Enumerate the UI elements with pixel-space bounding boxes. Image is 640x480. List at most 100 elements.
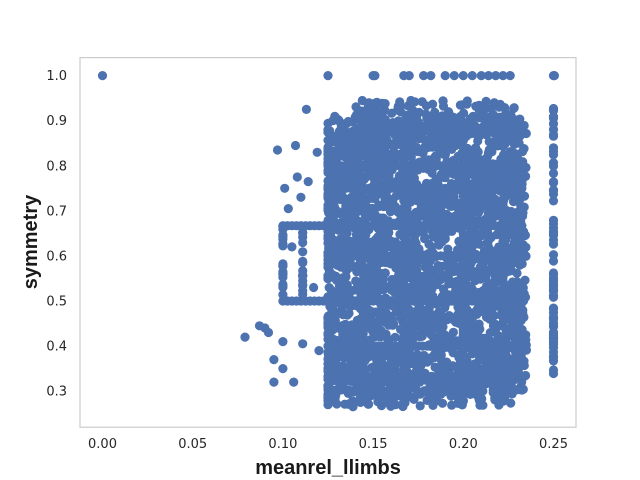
data-point <box>476 306 486 317</box>
data-point <box>323 118 333 128</box>
data-point <box>278 290 288 300</box>
data-point <box>399 135 409 145</box>
data-point <box>388 318 398 328</box>
data-point <box>458 228 468 239</box>
data-point <box>513 355 524 365</box>
data-point <box>415 401 425 411</box>
data-point <box>498 321 508 331</box>
data-point <box>334 129 344 139</box>
data-point <box>298 286 308 296</box>
data-point <box>458 71 468 81</box>
data-point <box>548 347 559 357</box>
data-point <box>458 244 468 254</box>
data-point <box>323 234 333 244</box>
data-point <box>358 114 368 124</box>
data-point <box>409 394 419 404</box>
data-point <box>462 99 472 109</box>
data-point <box>355 133 366 143</box>
data-point <box>343 176 354 186</box>
data-point <box>289 377 299 387</box>
data-point <box>376 392 386 402</box>
data-point <box>323 382 333 392</box>
data-point <box>283 204 293 214</box>
data-point <box>449 127 459 137</box>
data-point <box>399 397 409 407</box>
data-point <box>483 71 494 81</box>
y-tick-label: 0.5 <box>46 295 67 310</box>
data-point <box>371 239 381 250</box>
data-point <box>465 389 475 399</box>
data-point <box>355 363 366 373</box>
data-point <box>548 196 559 206</box>
data-point <box>312 147 322 157</box>
data-point <box>420 234 430 244</box>
data-point <box>323 400 333 410</box>
data-point <box>476 110 486 120</box>
data-point <box>337 190 347 200</box>
data-point <box>498 310 508 320</box>
data-point <box>431 154 441 164</box>
data-point <box>287 242 297 252</box>
y-tick-label: 0.8 <box>46 159 67 174</box>
data-point <box>399 264 409 275</box>
data-point <box>498 358 508 368</box>
data-point <box>428 142 438 152</box>
data-point <box>323 363 333 373</box>
y-tick-label: 0.6 <box>46 249 67 264</box>
data-point <box>498 284 508 294</box>
data-point <box>507 389 517 399</box>
data-point <box>484 145 494 155</box>
data-point <box>426 71 436 81</box>
data-point <box>355 203 366 214</box>
data-point <box>332 206 342 216</box>
data-point <box>444 192 454 202</box>
data-point <box>280 183 290 193</box>
data-point <box>467 71 477 81</box>
x-tick-label: 0.15 <box>359 437 388 452</box>
data-point <box>417 123 427 133</box>
data-point <box>360 210 370 220</box>
data-point <box>548 256 559 266</box>
data-point <box>458 330 468 340</box>
data-point <box>399 328 409 338</box>
data-point <box>548 177 559 187</box>
data-point <box>410 236 420 246</box>
data-point <box>471 174 481 184</box>
data-point <box>517 259 527 269</box>
data-point <box>269 355 279 365</box>
data-point <box>458 382 468 392</box>
data-point <box>498 386 508 396</box>
data-point <box>240 332 250 342</box>
data-point <box>355 330 366 340</box>
data-point <box>459 108 469 118</box>
data-point <box>517 183 527 193</box>
data-point <box>472 190 482 200</box>
data-point <box>374 202 384 212</box>
data-point <box>323 313 333 323</box>
data-point <box>355 261 366 271</box>
data-point <box>380 350 390 360</box>
data-point <box>341 139 351 149</box>
data-point <box>399 169 409 180</box>
data-point <box>355 354 366 364</box>
data-point <box>323 71 333 81</box>
data-point <box>548 329 559 339</box>
data-point <box>489 353 499 363</box>
data-point <box>370 104 380 115</box>
data-point <box>408 313 419 323</box>
data-point <box>458 312 468 323</box>
data-point <box>298 247 308 257</box>
data-point <box>347 208 357 218</box>
data-point <box>475 394 485 404</box>
data-point <box>451 287 461 297</box>
data-point <box>334 281 345 291</box>
data-point <box>498 348 508 358</box>
data-point <box>365 316 375 326</box>
data-point <box>510 239 520 249</box>
data-point <box>97 71 108 81</box>
data-point <box>414 134 424 144</box>
data-point <box>517 341 527 351</box>
data-point <box>498 276 508 286</box>
data-point <box>355 123 366 133</box>
data-point <box>363 399 373 409</box>
